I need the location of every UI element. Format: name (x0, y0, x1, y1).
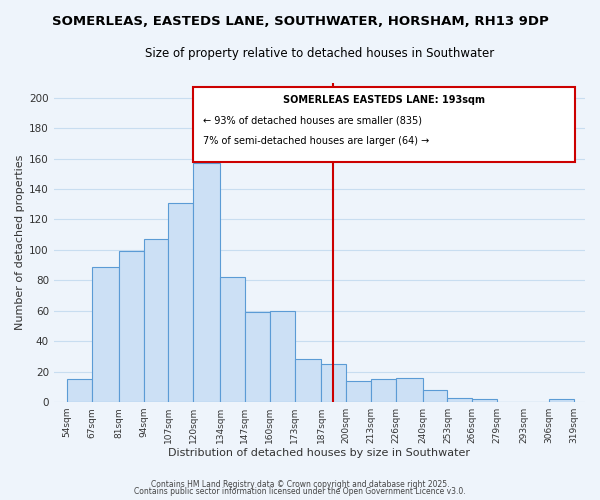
Bar (371, 380, 396, 402)
Text: Contains HM Land Registry data © Crown copyright and database right 2025.: Contains HM Land Registry data © Crown c… (151, 480, 449, 489)
Text: SOMERLEAS EASTEDS LANE: 193sqm: SOMERLEAS EASTEDS LANE: 193sqm (283, 94, 485, 104)
Text: 7% of semi-detached houses are larger (64) →: 7% of semi-detached houses are larger (6… (203, 136, 429, 146)
Bar (143, 240, 169, 402)
X-axis label: Distribution of detached houses by size in Southwater: Distribution of detached houses by size … (169, 448, 470, 458)
Y-axis label: Number of detached properties: Number of detached properties (15, 154, 25, 330)
Text: ← 93% of detached houses are smaller (835): ← 93% of detached houses are smaller (83… (203, 116, 422, 126)
Bar (169, 202, 193, 402)
Bar (220, 278, 245, 402)
Bar (92, 266, 119, 402)
Text: SOMERLEAS, EASTEDS LANE, SOUTHWATER, HORSHAM, RH13 9DP: SOMERLEAS, EASTEDS LANE, SOUTHWATER, HOR… (52, 15, 548, 28)
Bar (321, 364, 346, 402)
Title: Size of property relative to detached houses in Southwater: Size of property relative to detached ho… (145, 48, 494, 60)
FancyBboxPatch shape (193, 87, 575, 162)
Bar (346, 381, 371, 402)
Bar (548, 399, 574, 402)
Bar (119, 252, 143, 402)
Bar (422, 390, 448, 402)
Bar (295, 360, 321, 402)
Bar (448, 398, 472, 402)
Bar (472, 399, 497, 402)
Bar (245, 312, 270, 402)
Bar (396, 378, 422, 402)
Bar (193, 163, 220, 402)
Bar (67, 380, 92, 402)
Bar (270, 311, 295, 402)
Text: Contains public sector information licensed under the Open Government Licence v3: Contains public sector information licen… (134, 488, 466, 496)
